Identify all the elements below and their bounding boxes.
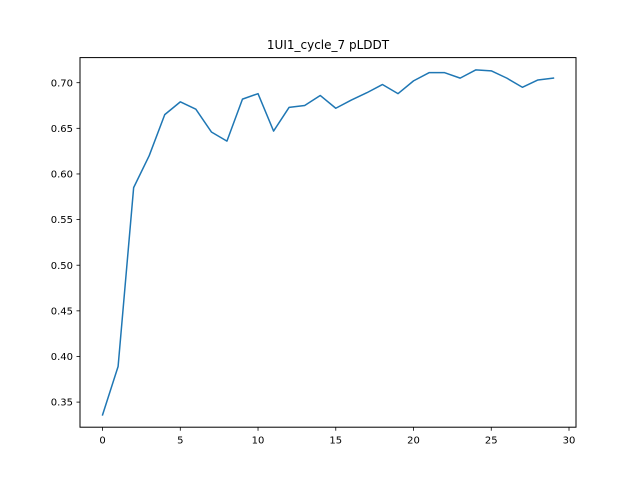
y-tick-label: 0.70: [51, 78, 73, 89]
x-tick-label: 15: [329, 436, 342, 447]
y-tick-label: 0.45: [51, 306, 73, 317]
y-axis: 0.35 0.40 0.45 0.50 0.55 0.60 0.65 0.70: [51, 78, 80, 409]
x-tick-label: 30: [563, 436, 576, 447]
x-tick-label: 20: [407, 436, 420, 447]
y-tick-label: 0.40: [51, 352, 73, 363]
axes-frame: [79, 57, 577, 428]
x-tick-label: 10: [252, 436, 265, 447]
x-axis: 0 5 10 15 20 25 30: [99, 427, 575, 447]
x-tick-label: 25: [485, 436, 498, 447]
y-tick-label: 0.55: [51, 215, 73, 226]
series-line: [101, 69, 555, 416]
x-tick-label: 5: [177, 436, 183, 447]
y-tick-label: 0.65: [51, 124, 73, 135]
y-tick-label: 0.50: [51, 261, 73, 272]
chart-title: 1UI1_cycle_7 pLDDT: [267, 38, 390, 52]
x-tick-label: 0: [99, 436, 105, 447]
y-tick-label: 0.60: [51, 170, 73, 181]
plot-area: [101, 69, 555, 416]
y-tick-label: 0.35: [51, 398, 73, 409]
